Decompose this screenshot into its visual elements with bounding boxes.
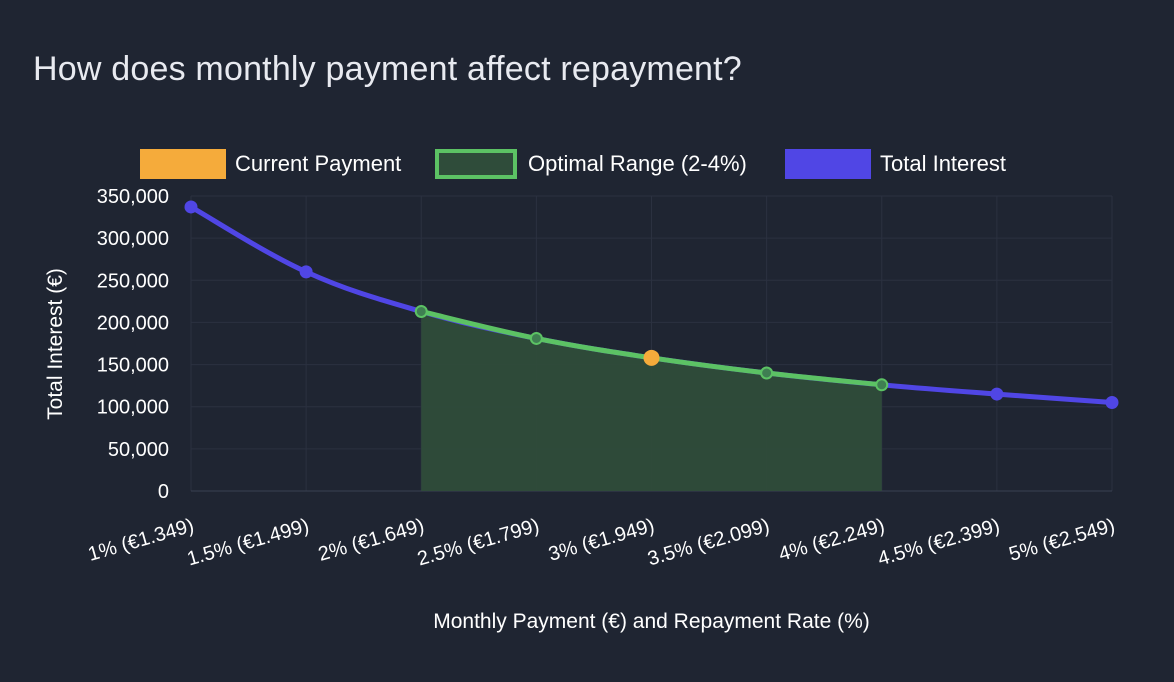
- legend-label: Current Payment: [235, 151, 401, 176]
- x-tick-label: 4% (€2.249): [776, 515, 887, 566]
- legend-label: Total Interest: [880, 151, 1006, 176]
- chart-title: How does monthly payment affect repaymen…: [33, 50, 742, 88]
- y-tick-label: 250,000: [97, 270, 169, 292]
- x-tick-label: 3.5% (€2.099): [645, 515, 772, 571]
- legend-optimal-range: Optimal Range (2-4%): [435, 149, 747, 179]
- x-tick-label: 3% (€1.949): [546, 515, 657, 566]
- current-payment-point: [643, 349, 660, 366]
- x-tick-label: 1% (€1.349): [86, 515, 197, 566]
- total-interest-point: [1105, 396, 1119, 409]
- optimal-range-point: [529, 331, 543, 345]
- total-interest-point: [184, 200, 198, 214]
- optimal-range-point: [760, 366, 774, 380]
- legend-swatch: [435, 149, 517, 179]
- legend-current-payment: Current Payment: [140, 149, 401, 179]
- y-tick-label: 100,000: [97, 397, 169, 419]
- y-tick-label: 0: [158, 481, 169, 503]
- total-interest-point: [299, 265, 313, 279]
- legend-swatch: [140, 149, 226, 179]
- x-tick-label: 4.5% (€2.399): [875, 515, 1002, 571]
- x-tick-label: 5% (€2.549): [1007, 515, 1118, 566]
- y-tick-label: 50,000: [108, 439, 169, 461]
- y-tick-label: 300,000: [97, 228, 169, 250]
- total-interest-point: [990, 387, 1004, 401]
- y-tick-label: 350,000: [97, 186, 169, 208]
- optimal-range-area: [421, 311, 882, 491]
- x-axis-title: Monthly Payment (€) and Repayment Rate (…: [433, 610, 870, 633]
- legend-swatch: [785, 149, 871, 179]
- optimal-range-point: [414, 304, 428, 318]
- x-tick-label: 2% (€1.649): [316, 515, 427, 566]
- y-tick-label: 200,000: [97, 312, 169, 334]
- legend: Current Payment Optimal Range (2-4%) Total…: [140, 149, 1006, 179]
- legend-label: Optimal Range (2-4%): [528, 151, 747, 176]
- x-tick-label: 1.5% (€1.499): [185, 515, 312, 571]
- optimal-range-point: [875, 378, 889, 392]
- y-tick-label: 150,000: [97, 355, 169, 377]
- x-tick-label: 2.5% (€1.799): [415, 515, 542, 571]
- legend-total-interest: Total Interest: [785, 149, 1006, 179]
- y-axis-title: Total Interest (€): [44, 268, 67, 420]
